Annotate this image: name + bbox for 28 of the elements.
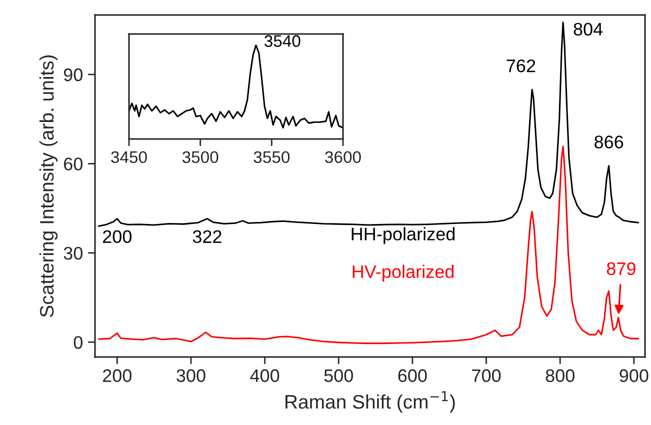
- annotation: 322: [192, 230, 222, 244]
- x-tick-label: 700: [472, 369, 501, 382]
- y-tick-label: 90: [64, 68, 82, 82]
- x-tick-label: 3500: [182, 151, 218, 164]
- x-tick-label: 3450: [111, 151, 147, 164]
- x-tick-label: 3600: [325, 151, 361, 164]
- line-series: [98, 22, 640, 227]
- x-tick-label: 3550: [254, 151, 290, 164]
- x-tick-label: 400: [250, 369, 280, 382]
- y-tick-label: 60: [64, 158, 82, 170]
- x-tick-label: 900: [620, 369, 648, 382]
- annotation: 3540: [264, 35, 300, 47]
- y-tick-label: 0: [74, 336, 82, 349]
- y-axis-title: Scattering Intensity (arb. units): [39, 55, 58, 317]
- annotation: 762: [506, 59, 536, 72]
- series-label: HH-polarized: [352, 227, 455, 244]
- x-tick-label: 800: [546, 369, 574, 382]
- text: HV-polarized: [352, 264, 454, 282]
- y-tick-label: 30: [64, 246, 82, 260]
- x-tick-label: 300: [176, 369, 206, 382]
- x-axis-title: Raman Shift (cm$^{−1}$): [286, 391, 455, 413]
- annotation: 804: [574, 22, 603, 36]
- x-tick-label: 200: [102, 369, 132, 382]
- annotation: 866: [594, 136, 624, 148]
- annotation: 200: [102, 230, 132, 244]
- x-tick-label: 500: [324, 369, 353, 382]
- annotation: 879: [606, 262, 636, 276]
- x-tick-label: 600: [398, 369, 427, 382]
